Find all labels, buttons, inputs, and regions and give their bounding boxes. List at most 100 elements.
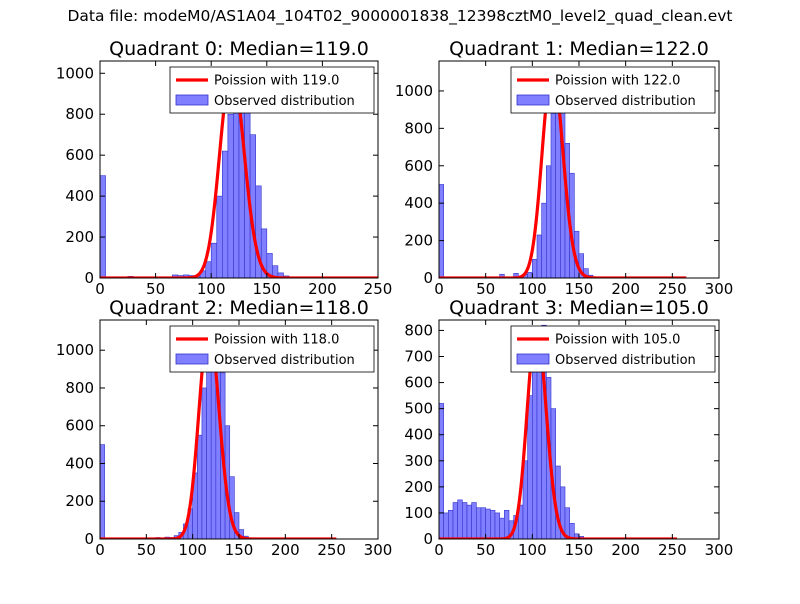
x-tick-label: 50: [476, 541, 495, 559]
x-tick-label: 200: [308, 280, 337, 298]
y-tick-label: 400: [404, 194, 433, 212]
x-tick-label: 0: [95, 280, 105, 298]
legend-label-fit: Poission with 122.0: [555, 74, 680, 89]
x-tick-label: 200: [611, 541, 640, 559]
y-tick-label: 0: [84, 530, 94, 548]
y-tick-label: 800: [65, 105, 94, 123]
legend: Poission with 122.0 Observed distribution: [511, 67, 715, 113]
x-tick-label: 200: [271, 541, 300, 559]
histogram-bar: [197, 435, 202, 539]
y-tick-label: 1000: [395, 82, 433, 100]
histogram-bar: [542, 203, 547, 278]
histogram-bar: [500, 518, 505, 539]
histogram-bar: [462, 503, 467, 540]
histogram-bar: [202, 388, 207, 539]
x-tick-label: 150: [565, 541, 594, 559]
x-tick-label: 100: [178, 541, 207, 559]
legend-label-observed: Observed distribution: [214, 94, 355, 109]
histogram-bar: [458, 500, 463, 539]
y-tick-label: 700: [404, 348, 433, 366]
x-tick-label: 50: [137, 541, 156, 559]
histogram-bar: [228, 114, 234, 278]
y-tick-label: 0: [84, 269, 94, 287]
y-tick-label: 200: [65, 492, 94, 510]
x-tick-label: 100: [197, 280, 226, 298]
x-tick-label: 250: [658, 541, 687, 559]
x-tick-label: 250: [364, 280, 393, 298]
x-tick-label: 200: [611, 280, 640, 298]
y-tick-label: 800: [65, 379, 94, 397]
y-tick-label: 1000: [56, 341, 94, 359]
histogram-bar: [495, 513, 500, 539]
y-tick-label: 500: [404, 400, 433, 418]
legend-label-observed: Observed distribution: [555, 94, 696, 109]
histogram-bar: [472, 503, 477, 540]
y-tick-label: 1000: [56, 64, 94, 82]
x-tick-label: 150: [252, 280, 281, 298]
x-tick-label: 250: [658, 280, 687, 298]
y-tick-label: 600: [404, 157, 433, 175]
histogram-bar: [467, 505, 472, 539]
y-tick-label: 200: [65, 228, 94, 246]
y-tick-label: 200: [404, 232, 433, 250]
x-tick-label: 300: [705, 541, 734, 559]
legend-label-fit: Poission with 105.0: [555, 333, 680, 348]
y-tick-label: 100: [404, 504, 433, 522]
histogram-bar: [444, 513, 449, 539]
figure-suptitle: Data file: modeM0/AS1A04_104T02_90000018…: [0, 7, 800, 25]
subplot-title: Quadrant 1: Median=122.0: [449, 38, 709, 60]
legend-bar-swatch: [517, 354, 549, 364]
y-tick-label: 400: [65, 187, 94, 205]
x-tick-label: 100: [518, 280, 547, 298]
histogram-bar: [217, 196, 223, 278]
histogram-bar: [439, 403, 444, 539]
y-tick-label: 600: [404, 374, 433, 392]
histogram-bar: [453, 503, 458, 540]
histogram-bar: [537, 235, 542, 278]
histogram-bar: [206, 262, 212, 278]
x-tick-label: 150: [225, 541, 254, 559]
x-tick-label: 300: [705, 280, 734, 298]
histogram-bar: [100, 445, 105, 539]
y-tick-label: 800: [404, 119, 433, 137]
histogram-bar: [546, 166, 551, 278]
legend: Poission with 105.0 Observed distribution: [511, 326, 715, 372]
histogram-bar: [481, 508, 486, 539]
subplot-title: Quadrant 2: Median=118.0: [109, 297, 369, 319]
histogram-bar: [532, 357, 537, 540]
legend-bar-swatch: [176, 354, 208, 364]
histogram-bar: [448, 510, 453, 539]
x-tick-label: 0: [434, 280, 444, 298]
y-tick-label: 400: [65, 454, 94, 472]
y-tick-label: 300: [404, 452, 433, 470]
y-tick-label: 0: [423, 530, 433, 548]
y-tick-label: 600: [65, 146, 94, 164]
histogram-bar: [532, 259, 537, 278]
x-tick-label: 0: [434, 541, 444, 559]
y-tick-label: 0: [423, 269, 433, 287]
x-tick-label: 250: [317, 541, 346, 559]
x-tick-label: 300: [364, 541, 393, 559]
histogram-bar: [528, 396, 533, 539]
y-tick-label: 400: [404, 426, 433, 444]
subplot-title: Quadrant 3: Median=105.0: [449, 297, 709, 319]
histogram-bar: [486, 509, 491, 539]
histogram-bar: [490, 510, 495, 539]
y-tick-label: 800: [404, 321, 433, 339]
x-tick-label: 0: [95, 541, 105, 559]
x-tick-label: 100: [518, 541, 547, 559]
x-tick-label: 50: [476, 280, 495, 298]
legend-bar-swatch: [517, 95, 549, 105]
y-tick-label: 600: [65, 417, 94, 435]
legend-label-observed: Observed distribution: [555, 353, 696, 368]
histogram-bar: [476, 508, 481, 539]
histogram-bar: [211, 243, 217, 278]
legend-label-observed: Observed distribution: [214, 353, 355, 368]
